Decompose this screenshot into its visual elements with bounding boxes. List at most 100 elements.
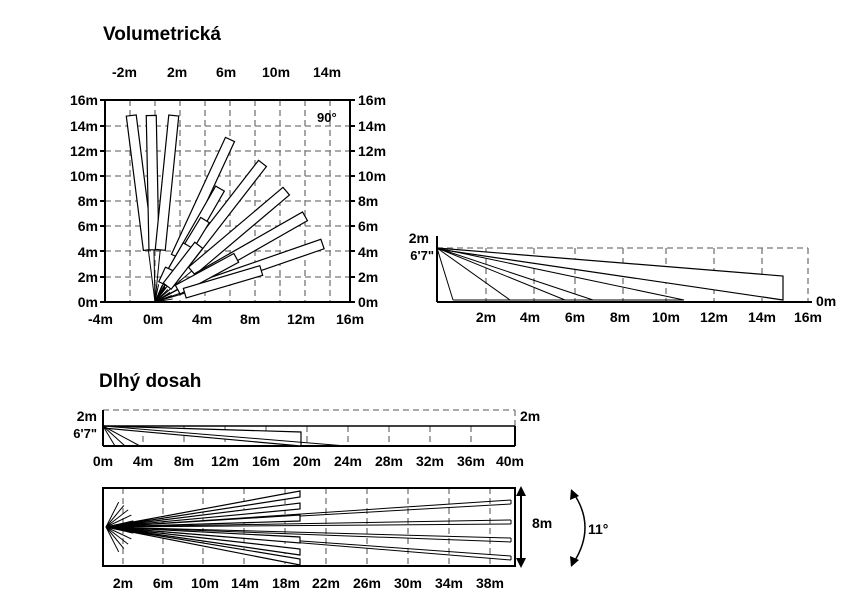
vol-left-axis-label: 4m xyxy=(78,244,98,260)
vol-right-axis-label: 2m xyxy=(358,269,378,285)
lr-top-mid-beam xyxy=(105,526,301,566)
lr-top-axis-label: 30m xyxy=(394,575,422,591)
lr-top-beam-fan xyxy=(105,490,512,566)
vol-side-height-label: 2m xyxy=(409,230,429,246)
volumetric-side-view: 2m 6'7" 0m 2m 4m 6m 8m 10m 12m 14m 16m xyxy=(409,230,836,325)
vol-beam xyxy=(182,264,264,299)
vol-center-ray xyxy=(154,289,169,303)
vol-beam xyxy=(162,241,204,291)
lr-top-long-ray xyxy=(105,519,512,528)
lr-side-axis-label: 12m xyxy=(211,453,239,469)
vol-top-axis-label: 2m xyxy=(167,64,187,80)
lr-side-axis-label: 36m xyxy=(457,453,485,469)
lr-top-short-ray xyxy=(105,505,125,528)
vol-beam-ray xyxy=(154,249,161,303)
vol-beam xyxy=(145,114,160,251)
vol-side-beam xyxy=(436,247,784,301)
vol-side-axis-label: 8m xyxy=(610,309,630,325)
lr-width-label: 8m xyxy=(532,515,552,531)
vol-side-axis-label: 6m xyxy=(565,309,585,325)
vol-side-right-label: 0m xyxy=(816,293,836,309)
vol-top-axis-label: 10m xyxy=(262,64,290,80)
vol-side-axis-label: 14m xyxy=(748,309,776,325)
volumetric-top-view: -2m 2m 6m 10m 14m -4m 0m 4m 8m 12m 16m 0… xyxy=(70,64,386,327)
vol-side-beam-fan xyxy=(436,247,784,301)
lr-top-frame xyxy=(102,487,516,567)
vol-bottom-axis-label: 4m xyxy=(192,311,212,327)
vol-center-ray xyxy=(154,298,173,303)
vol-bottom-axis-label: 12m xyxy=(287,311,315,327)
vol-side-ray xyxy=(436,247,685,301)
vol-right-axis-label: 0m xyxy=(358,294,378,310)
vol-center-ray xyxy=(154,295,172,303)
lr-side-axis-label: 0m xyxy=(93,453,113,469)
vol-left-axis-label: 10m xyxy=(70,168,98,184)
vol-side-ray xyxy=(436,247,454,301)
vol-side-axis-label: 16m xyxy=(794,309,822,325)
vol-center-ray xyxy=(154,286,166,303)
vol-side-axis-label: 12m xyxy=(700,309,728,325)
lr-top-axis-label: 22m xyxy=(312,575,340,591)
vol-right-axis-label: 14m xyxy=(358,118,386,134)
vol-top-axis-label: 14m xyxy=(313,64,341,80)
vol-angle-label: 90° xyxy=(317,110,337,125)
lr-top-axis-label: 34m xyxy=(435,575,463,591)
lr-top-short-ray xyxy=(105,526,125,549)
vol-center-ray xyxy=(154,285,163,303)
volumetric-title: Volumetrická xyxy=(103,24,221,45)
vol-right-axis-label: 4m xyxy=(358,244,378,260)
vol-right-axis-label: 10m xyxy=(358,168,386,184)
lr-top-axis-label: 26m xyxy=(353,575,381,591)
vol-left-axis-label: 2m xyxy=(78,269,98,285)
vol-bottom-axis-label: 16m xyxy=(336,311,364,327)
width-dimension-arrow xyxy=(516,486,526,568)
vol-right-axis-label: 6m xyxy=(358,218,378,234)
lr-top-short-ray xyxy=(105,520,134,528)
vol-beam xyxy=(174,252,240,295)
long-range-title: Dlhý dosah xyxy=(99,371,202,392)
lr-side-axis-label: 24m xyxy=(334,453,362,469)
lr-top-mid-beam xyxy=(105,490,301,528)
vol-bottom-axis-label: 8m xyxy=(240,311,260,327)
vol-beam xyxy=(170,136,236,260)
lr-side-axis-label: 28m xyxy=(375,453,403,469)
vol-left-axis-label: 14m xyxy=(70,118,98,134)
vol-side-ray xyxy=(436,247,511,301)
lr-top-short-ray xyxy=(105,526,134,534)
volumetric-beam-fan xyxy=(125,114,325,303)
vol-side-axis-label: 2m xyxy=(476,309,496,325)
vol-left-axis-label: 6m xyxy=(78,218,98,234)
vol-left-axis-label: 0m xyxy=(78,294,98,310)
lr-top-axis-label: 18m xyxy=(272,575,300,591)
lr-top-short-ray xyxy=(105,501,120,528)
lr-side-beams xyxy=(102,425,347,447)
vol-top-axis-label: -2m xyxy=(112,64,137,80)
lr-side-left-imperial-label: 6'7" xyxy=(73,426,97,441)
lr-top-short-ray xyxy=(105,526,129,545)
lr-top-mid-beam xyxy=(105,526,301,544)
vol-side-height-imperial-label: 6'7" xyxy=(410,248,434,263)
vol-left-axis-label: 16m xyxy=(70,92,98,108)
vol-bottom-axis-label: -4m xyxy=(88,311,113,327)
vol-beam xyxy=(187,186,291,276)
vol-top-axis-label: 6m xyxy=(216,64,236,80)
long-range-top-view: 8m 11° 2m 6m 10m 14m 18m 22m 26m 30m 34m… xyxy=(102,486,608,591)
vol-center-ray xyxy=(154,284,160,303)
vol-right-axis-label: 12m xyxy=(358,143,386,159)
vol-center-ray xyxy=(154,291,171,303)
lr-angle-label: 11° xyxy=(588,521,608,537)
lr-side-axis-label: 40m xyxy=(496,453,524,469)
lr-top-long-ray xyxy=(105,526,512,543)
lr-side-axis-label: 32m xyxy=(416,453,444,469)
vol-side-axis-label: 4m xyxy=(520,309,540,325)
vol-left-axis-label: 12m xyxy=(70,143,98,159)
lr-top-mid-beam xyxy=(105,526,301,556)
lr-top-axis-label: 6m xyxy=(153,575,173,591)
vol-bottom-axis-label: 0m xyxy=(143,311,163,327)
lr-top-short-ray xyxy=(105,514,132,528)
lr-top-mid-beam xyxy=(105,502,301,528)
vol-right-axis-label: 8m xyxy=(358,193,378,209)
vol-right-axis-label: 16m xyxy=(358,92,386,108)
lr-side-left-height-label: 2m xyxy=(77,408,97,424)
